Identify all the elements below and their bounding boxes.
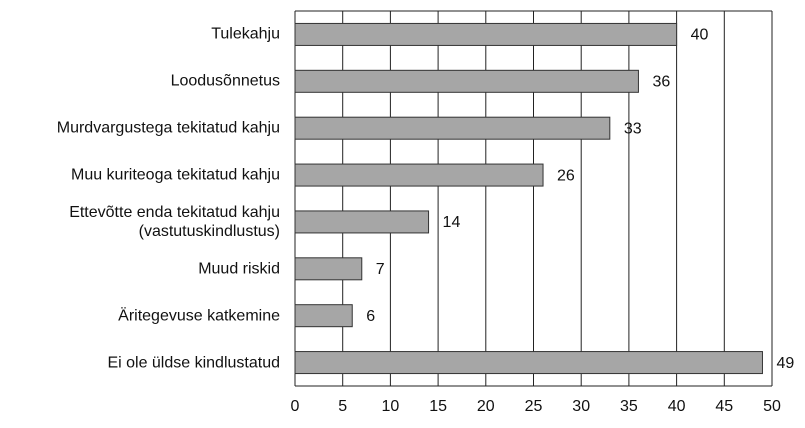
data-label: 40 (691, 27, 709, 44)
data-label: 6 (366, 308, 375, 325)
x-tick-label: 40 (668, 398, 686, 415)
x-tick-label: 10 (382, 398, 400, 415)
x-tick-label: 35 (620, 398, 638, 415)
x-tick-label: 30 (572, 398, 590, 415)
category-label: Ei ole üldse kindlustatud (107, 354, 280, 372)
x-tick-label: 20 (477, 398, 495, 415)
bar (294, 22, 678, 46)
x-tick-label: 50 (763, 398, 781, 415)
bar (294, 351, 763, 375)
data-label: 7 (376, 261, 385, 278)
bar (294, 304, 353, 328)
x-tick-label: 25 (525, 398, 543, 415)
bar (294, 116, 611, 140)
x-tick-label: 15 (429, 398, 447, 415)
x-tick-label: 45 (715, 398, 733, 415)
category-label: Ettevõtte enda tekitatud kahju (vastutus… (69, 203, 280, 240)
category-label: Tulekahju (211, 25, 280, 43)
x-tick-label: 5 (338, 398, 347, 415)
data-label: 26 (557, 167, 575, 184)
data-label: 33 (624, 120, 642, 137)
bar (294, 257, 363, 281)
category-label: Äritegevuse katkemine (118, 307, 280, 325)
category-label: Muud riskid (198, 260, 280, 278)
x-tick-label: 0 (291, 398, 300, 415)
category-label: Murdvargustega tekitatud kahju (56, 119, 280, 137)
category-label: Loodusõnnetus (170, 72, 280, 90)
category-label: Muu kuriteoga tekitatud kahju (70, 166, 280, 184)
data-label: 14 (443, 214, 461, 231)
bar (294, 163, 544, 187)
data-label: 49 (776, 355, 794, 372)
bar (294, 69, 639, 93)
data-label: 36 (652, 74, 670, 91)
bar (294, 210, 430, 234)
